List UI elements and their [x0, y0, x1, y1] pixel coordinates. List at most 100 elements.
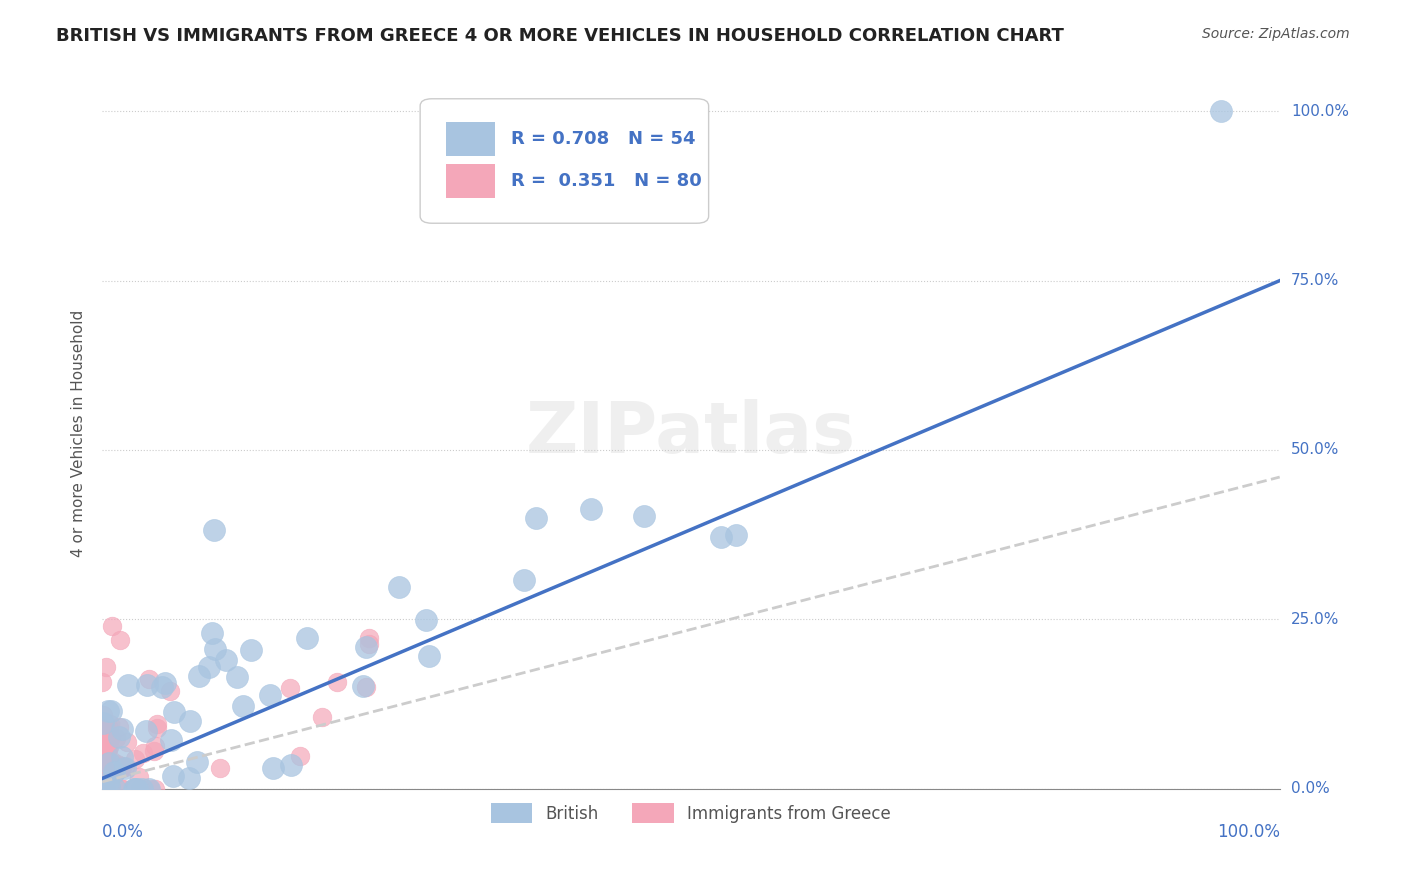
Point [159, 684, 181, 698]
Point [162, 769, 184, 783]
FancyBboxPatch shape [420, 99, 709, 223]
Point [124, 781, 146, 796]
Text: 50.0%: 50.0% [1291, 442, 1339, 458]
Point [112, 781, 135, 796]
Point [117, 678, 139, 692]
Point [388, 580, 411, 594]
Point [97, 721, 120, 735]
Point [93, 726, 115, 740]
Point [138, 781, 160, 796]
Point [93, 715, 115, 730]
Text: BRITISH VS IMMIGRANTS FROM GREECE 4 OR MORE VEHICLES IN HOUSEHOLD CORRELATION CH: BRITISH VS IMMIGRANTS FROM GREECE 4 OR M… [56, 27, 1064, 45]
Point [280, 758, 302, 772]
Point [357, 631, 380, 645]
Point [96, 781, 118, 796]
Point [187, 668, 209, 682]
Point [179, 714, 201, 728]
Point [94, 762, 117, 776]
Point [326, 675, 349, 690]
Point [97, 742, 120, 756]
Point [209, 761, 232, 775]
Point [259, 688, 281, 702]
Point [104, 781, 127, 796]
Point [311, 710, 333, 724]
Point [138, 673, 160, 687]
Point [103, 765, 125, 780]
Point [93, 781, 115, 796]
Text: 100.0%: 100.0% [1291, 103, 1348, 119]
Point [93, 781, 115, 796]
Point [122, 781, 145, 796]
Point [354, 640, 377, 654]
Point [93, 781, 115, 796]
Point [359, 637, 381, 651]
Point [105, 731, 128, 745]
Point [139, 781, 162, 796]
Text: 100.0%: 100.0% [1216, 823, 1279, 841]
Point [93, 781, 115, 796]
Point [111, 761, 134, 775]
Point [295, 631, 318, 645]
Legend: British, Immigrants from Greece: British, Immigrants from Greece [484, 797, 898, 830]
Point [91, 708, 114, 723]
Point [97, 781, 120, 796]
Point [96, 745, 118, 759]
Point [146, 721, 169, 735]
Point [97, 774, 120, 789]
Text: R =  0.351   N = 80: R = 0.351 N = 80 [510, 172, 702, 190]
Point [135, 724, 157, 739]
Point [100, 619, 122, 633]
Point [93, 738, 115, 752]
Point [201, 625, 224, 640]
Point [204, 641, 226, 656]
Point [100, 730, 122, 744]
Point [108, 632, 131, 647]
Point [96, 742, 118, 756]
Text: ZIPatlas: ZIPatlas [526, 399, 856, 467]
Point [91, 675, 114, 690]
Point [98, 756, 121, 771]
Y-axis label: 4 or more Vehicles in Household: 4 or more Vehicles in Household [72, 310, 86, 557]
Point [418, 648, 440, 663]
Point [132, 747, 155, 761]
Point [128, 770, 150, 784]
Point [98, 716, 121, 731]
Point [96, 775, 118, 789]
Point [111, 750, 134, 764]
Text: 0.0%: 0.0% [1291, 781, 1330, 796]
Point [724, 527, 747, 541]
Point [96, 735, 118, 749]
Point [186, 755, 208, 769]
Point [143, 781, 166, 796]
Point [93, 781, 115, 796]
Point [124, 781, 146, 796]
Point [96, 771, 118, 785]
Point [278, 681, 301, 695]
Point [145, 717, 167, 731]
Point [108, 720, 131, 734]
Point [160, 733, 183, 747]
Point [97, 781, 120, 796]
Point [143, 739, 166, 754]
Point [179, 772, 201, 786]
Point [129, 781, 152, 796]
Point [579, 502, 602, 516]
Text: 25.0%: 25.0% [1291, 612, 1339, 627]
Point [91, 766, 114, 780]
Point [91, 772, 114, 787]
Point [710, 530, 733, 544]
Point [215, 653, 238, 667]
Point [94, 659, 117, 673]
Text: Source: ZipAtlas.com: Source: ZipAtlas.com [1202, 27, 1350, 41]
Point [93, 766, 115, 780]
Point [131, 781, 153, 796]
Point [262, 761, 284, 775]
Point [125, 781, 148, 796]
Point [150, 680, 173, 694]
Point [163, 705, 186, 719]
Point [226, 670, 249, 684]
Point [105, 757, 128, 772]
Point [97, 763, 120, 777]
Point [93, 779, 115, 793]
Point [633, 508, 655, 523]
